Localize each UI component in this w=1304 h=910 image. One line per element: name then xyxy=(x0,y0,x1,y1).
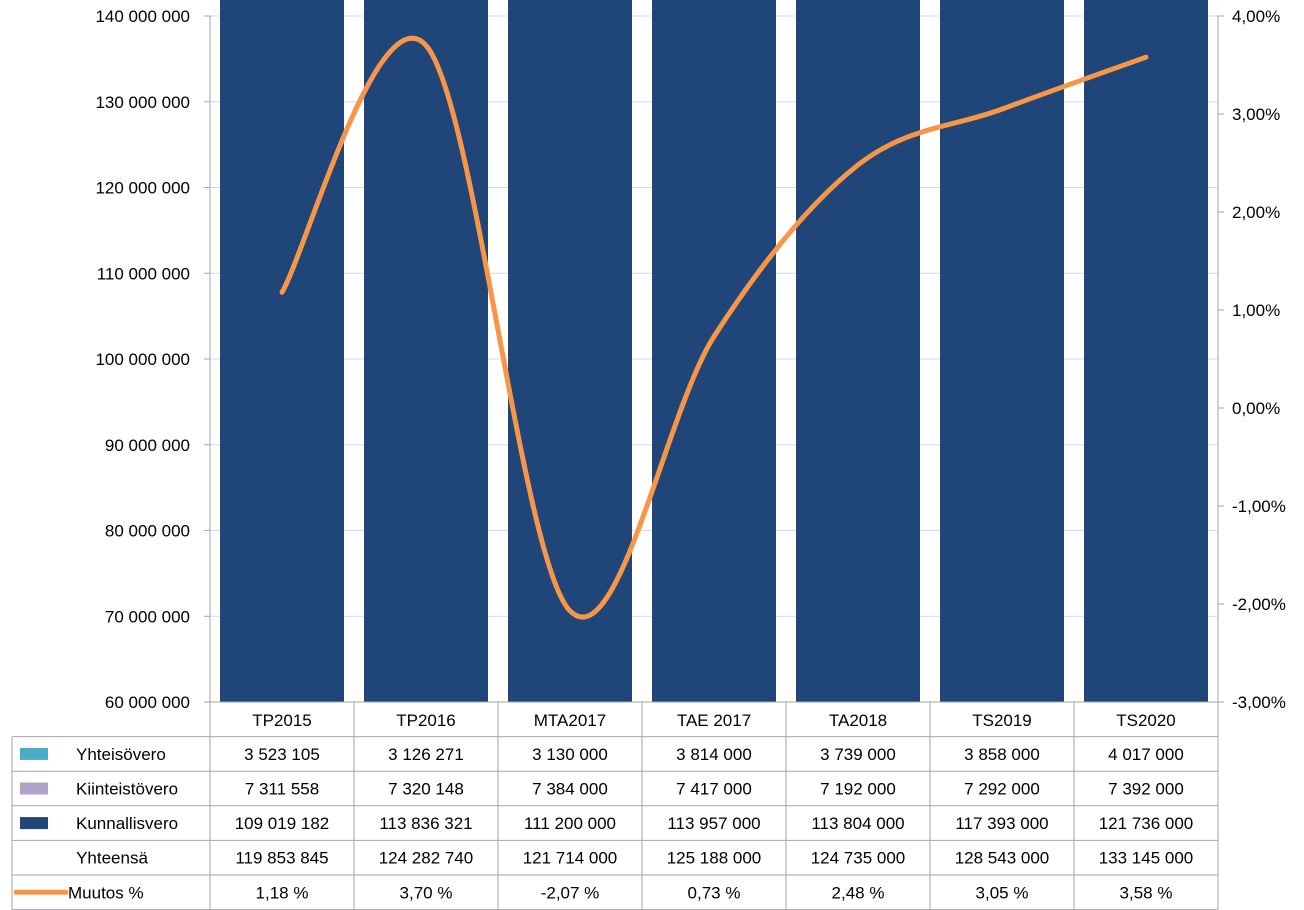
row-label: Yhteensä xyxy=(76,849,148,868)
table-cell-value: 3,05 % xyxy=(976,883,1029,902)
bar-segment xyxy=(508,0,632,702)
table-cell-value: 1,18 % xyxy=(256,883,309,902)
category-label: TS2019 xyxy=(972,711,1032,730)
table-cell-value: 111 200 000 xyxy=(524,814,616,833)
category-label: TA2018 xyxy=(829,711,887,730)
change-line-path xyxy=(279,35,1149,620)
y-tick-label: 110 000 000 xyxy=(97,264,190,283)
table-cell-value: 7 320 148 xyxy=(388,780,464,799)
bar-segment xyxy=(940,0,1064,703)
y-tick-label: 140 000 000 xyxy=(95,7,190,26)
legend-label: Kiinteistövero xyxy=(76,780,178,799)
y-tick-label: 70 000 000 xyxy=(105,607,190,626)
bar-segment xyxy=(652,0,776,702)
table-cell-value: 121 714 000 xyxy=(523,849,618,868)
table-cell-value: 2,48 % xyxy=(832,883,885,902)
y2-tick-label: 3,00% xyxy=(1232,105,1280,124)
y-tick-label: 60 000 000 xyxy=(105,693,190,712)
y2-tick-label: 0,00% xyxy=(1232,399,1280,418)
table-cell-value: 117 393 000 xyxy=(955,814,1048,833)
left-axis: 60 000 000 70 000 000 80 000 000 90 000 000… xyxy=(95,7,211,712)
y2-tick-label: 4,00% xyxy=(1232,7,1280,26)
table-cell-value: 7 384 000 xyxy=(532,780,608,799)
table-cell-value: 7 417 000 xyxy=(676,780,752,799)
category-label: TP2015 xyxy=(252,711,312,730)
table-cell-value: 113 836 321 xyxy=(379,814,472,833)
right-axis: -3,00% -2,00% -1,00% 0,00% 1,00% 2,00% 3,00% 4,… xyxy=(1217,7,1286,712)
table-cell-value: 3 130 000 xyxy=(532,745,608,764)
bar-segment xyxy=(796,0,920,702)
y2-tick-label: -3,00% xyxy=(1232,693,1286,712)
table-cell-value: 121 736 000 xyxy=(1099,814,1194,833)
table-cell-value: 124 735 000 xyxy=(811,849,906,868)
table-cell-value: 7 292 000 xyxy=(964,780,1040,799)
table-cell-value: 133 145 000 xyxy=(1099,849,1194,868)
table-cell-value: 124 282 740 xyxy=(379,849,474,868)
legend-swatch xyxy=(20,782,48,795)
legend-label: Yhteisövero xyxy=(76,745,166,764)
y2-tick-label: 2,00% xyxy=(1232,203,1280,222)
change-line xyxy=(279,35,1149,620)
category-label: TS2020 xyxy=(1116,711,1176,730)
table-cell-value: 3,70 % xyxy=(400,883,453,902)
table-cell-value: 113 957 000 xyxy=(667,814,760,833)
bar-segment xyxy=(364,0,488,703)
table-cell-value: 3 739 000 xyxy=(820,745,896,764)
table-cell-value: 119 853 845 xyxy=(235,849,328,868)
category-label: MTA2017 xyxy=(534,711,606,730)
table-cell-value: 3 858 000 xyxy=(964,745,1040,764)
bar-segment xyxy=(220,0,344,702)
table-cell-value: 7 392 000 xyxy=(1108,780,1184,799)
table-cell-value: 4 017 000 xyxy=(1108,745,1184,764)
table-cell-value: -2,07 % xyxy=(541,883,600,902)
y-tick-label: 120 000 000 xyxy=(95,179,190,198)
table-cell-value: 128 543 000 xyxy=(955,849,1050,868)
table-cell-value: 7 311 558 xyxy=(245,780,319,799)
table-cell-value: 113 804 000 xyxy=(811,814,904,833)
y-tick-label: 90 000 000 xyxy=(105,436,190,455)
y2-tick-label: -2,00% xyxy=(1232,595,1286,614)
y2-tick-label: -1,00% xyxy=(1232,497,1286,516)
y-tick-label: 80 000 000 xyxy=(105,522,190,541)
data-table: TP2015 TP2016 MTA2017 TAE 2017 TA2018 TS2019 T… xyxy=(11,701,1219,910)
y-tick-label: 100 000 000 xyxy=(95,350,190,369)
stacked-bars xyxy=(220,0,1208,703)
category-label: TAE 2017 xyxy=(677,711,751,730)
table-cell-value: 125 188 000 xyxy=(667,849,762,868)
table-cell-value: 3,58 % xyxy=(1120,883,1173,902)
bar-segment xyxy=(1084,0,1208,703)
table-cell-value: 109 019 182 xyxy=(235,814,330,833)
category-label: TP2016 xyxy=(396,711,456,730)
table-cell-value: 3 523 105 xyxy=(244,745,320,764)
legend-swatch xyxy=(20,747,48,760)
table-cell-value: 3 126 271 xyxy=(388,745,464,764)
legend-swatch xyxy=(20,817,48,830)
legend-label: Muutos % xyxy=(68,883,144,902)
y-tick-label: 130 000 000 xyxy=(95,93,190,112)
table-cell-value: 3 814 000 xyxy=(676,745,752,764)
y2-tick-label: 1,00% xyxy=(1232,301,1280,320)
legend-label: Kunnallisvero xyxy=(76,814,178,833)
table-cell-value: 7 192 000 xyxy=(820,780,896,799)
table-cell-value: 0,73 % xyxy=(688,883,741,902)
